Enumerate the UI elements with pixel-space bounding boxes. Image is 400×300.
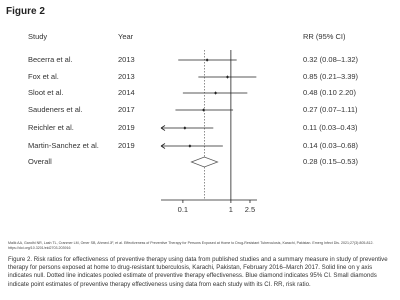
point-estimate <box>213 91 218 95</box>
caption: Figure 2. Risk ratios for effectiveness … <box>8 256 388 288</box>
study-label: Overall <box>28 157 52 166</box>
ci-label: 0.85 (0.21–3.39) <box>303 72 359 81</box>
study-label: Becerra et al. <box>28 55 73 64</box>
point-estimate <box>183 126 187 130</box>
figure-title: Figure 2 <box>6 6 45 17</box>
study-label: Saudeners et al. <box>28 105 83 114</box>
year-label: 2017 <box>118 105 135 114</box>
column-header: RR (95% CI) <box>303 32 346 41</box>
study-label: Martin-Sanchez et al. <box>28 141 99 150</box>
x-tick-label: 1 <box>229 205 233 214</box>
forest-plot: Study Year RR (95% CI) 0.1 1 2.5 Becerra et… <box>28 32 359 214</box>
ci-label: 0.27 (0.07–1.11) <box>303 105 358 114</box>
year-label: 2019 <box>118 123 135 132</box>
study-label: Reichler et al. <box>28 123 74 132</box>
point-estimate <box>205 58 209 62</box>
point-estimate <box>188 144 192 148</box>
citation: Malik AA, Gandhi NR, Lash TL, Cranmer LM… <box>8 241 374 250</box>
ci-label: 0.28 (0.15–0.53) <box>303 157 359 166</box>
ci-label: 0.14 (0.03–0.68) <box>303 141 359 150</box>
point-estimate <box>225 75 230 79</box>
ci-arrow <box>160 143 166 149</box>
point-estimate <box>201 108 206 112</box>
pooled-diamond <box>190 156 219 168</box>
ci-label: 0.48 (0.10 2.20) <box>303 88 356 97</box>
year-label: 2014 <box>118 88 135 97</box>
ci-label: 0.11 (0.03–0.43) <box>303 123 358 132</box>
year-label: 2013 <box>118 72 135 81</box>
ci-label: 0.32 (0.08–1.32) <box>303 55 359 64</box>
year-label: 2013 <box>118 55 135 64</box>
year-label: 2019 <box>118 141 135 150</box>
study-label: Fox et al. <box>28 72 59 81</box>
column-header: Year <box>118 32 134 41</box>
ci-arrow <box>160 125 166 131</box>
x-tick-label: 2.5 <box>245 205 255 214</box>
column-header: Study <box>28 32 47 41</box>
x-tick-label: 0.1 <box>178 205 188 214</box>
study-label: Sloot et al. <box>28 88 63 97</box>
